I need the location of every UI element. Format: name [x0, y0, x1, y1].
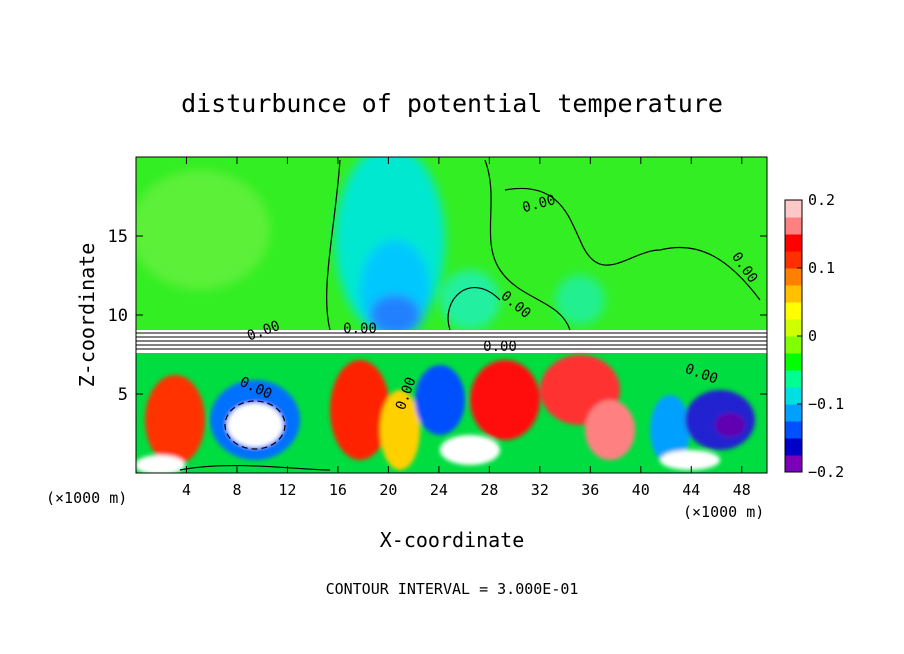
contour-label: 0.00	[483, 339, 517, 355]
x-unit-left: (×1000 m)	[46, 489, 127, 507]
colorbar-swatch	[785, 251, 802, 269]
contour-label: 0.00	[343, 321, 377, 337]
colorbar-swatch	[785, 387, 802, 405]
heatmap-field	[136, 157, 767, 473]
colorbar-swatch	[785, 234, 802, 252]
colorbar-swatch	[785, 200, 802, 218]
x-tick-label: 20	[379, 481, 397, 499]
x-axis-label: X-coordinate	[380, 528, 525, 552]
x-tick-label: 40	[632, 481, 650, 499]
x-tick-label: 28	[480, 481, 498, 499]
colorbar-swatch	[785, 217, 802, 235]
colorbar-swatch	[785, 268, 802, 286]
colorbar-swatch	[785, 302, 802, 320]
y-tick-label: 10	[108, 306, 128, 326]
colorbar-swatch	[785, 438, 802, 456]
x-unit-right: (×1000 m)	[683, 503, 764, 521]
colorbar-swatch	[785, 370, 802, 388]
x-tick-label: 8	[232, 481, 241, 499]
x-axis-ticks: 4 8 12 16 20 24 28 32 36 40 44 48	[182, 157, 751, 499]
colorbar-swatch	[785, 336, 802, 354]
x-tick-label: 16	[329, 481, 347, 499]
x-tick-label: 36	[581, 481, 599, 499]
colorbar-tick-label: 0	[808, 327, 817, 345]
x-tick-label: 12	[278, 481, 296, 499]
colorbar-swatch	[785, 353, 802, 371]
x-tick-label: 24	[430, 481, 448, 499]
colorbar-tick-label: −0.1	[808, 395, 844, 413]
colorbar-tick-label: −0.2	[808, 463, 844, 481]
colorbar-tick-label: 0.2	[808, 191, 835, 209]
x-tick-label: 4	[182, 481, 191, 499]
colorbar-swatch	[785, 404, 802, 422]
colorbar: 0.2 0.1 0 −0.1 −0.2	[784, 191, 844, 481]
y-axis-ticks: 5 10 15	[108, 227, 767, 405]
colorbar-swatch	[785, 319, 802, 337]
y-tick-label: 15	[108, 227, 128, 247]
y-axis-label: Z-coordinate	[75, 243, 99, 388]
colorbar-swatch	[785, 455, 802, 473]
x-tick-label: 48	[733, 481, 751, 499]
colorbar-swatch	[785, 285, 802, 303]
x-tick-label: 44	[682, 481, 700, 499]
colorbar-swatch	[785, 421, 802, 439]
x-tick-label: 32	[531, 481, 549, 499]
chart-title: disturbunce of potential temperature	[181, 89, 723, 118]
colorbar-tick-label: 0.1	[808, 259, 835, 277]
y-tick-label: 5	[118, 385, 128, 405]
contour-interval-note: CONTOUR INTERVAL = 3.000E-01	[326, 580, 579, 598]
